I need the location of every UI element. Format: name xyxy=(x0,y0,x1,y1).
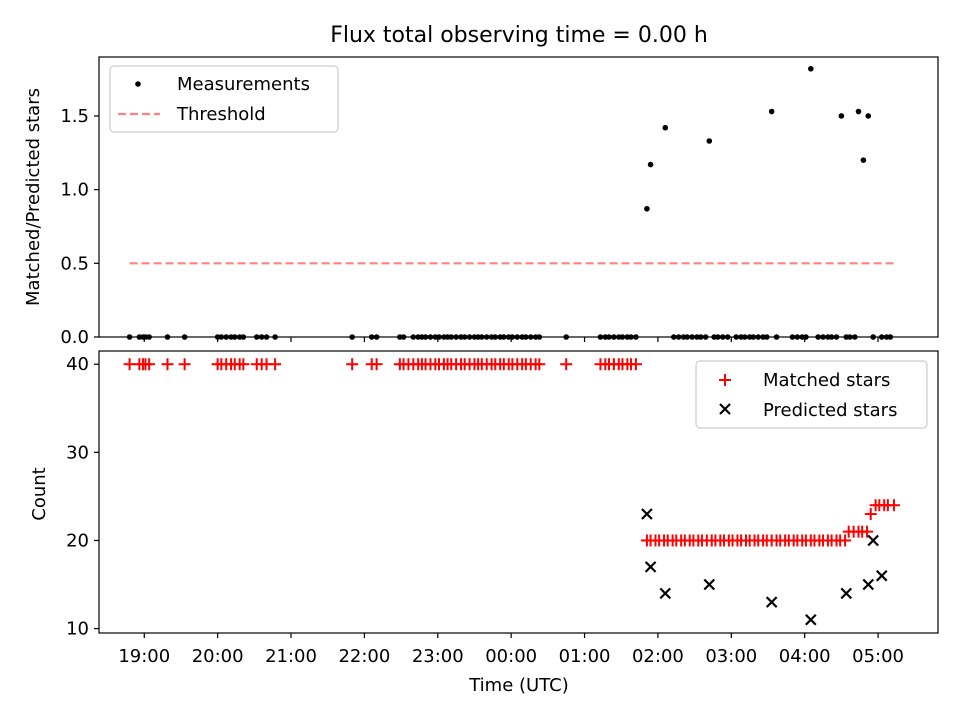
x-tick-label: 20:00 xyxy=(192,646,244,667)
y-tick-label: 0.5 xyxy=(60,253,89,274)
matched-star-point xyxy=(629,358,642,371)
bottom-y-ticks: 10 20 30 40 xyxy=(66,354,99,640)
matched-star-point xyxy=(161,358,174,371)
matched-star-point xyxy=(839,534,852,547)
predicted-star-point xyxy=(875,569,888,582)
top-legend-box xyxy=(109,65,339,133)
measurement-point xyxy=(644,205,650,212)
y-tick-label: 0.0 xyxy=(60,327,89,348)
x-tick-label: 05:00 xyxy=(852,646,904,667)
x-tick-label: 03:00 xyxy=(705,646,757,667)
x-tick-label: 01:00 xyxy=(559,646,611,667)
top-y-ticks: 0.0 0.5 1.0 1.5 xyxy=(60,106,99,348)
matched-star-point xyxy=(861,525,874,538)
legend-predicted-label: Predicted stars xyxy=(763,400,897,421)
matched-star-point xyxy=(560,358,573,371)
predicted-star-point xyxy=(765,596,778,608)
legend-predicted-marker xyxy=(719,403,731,415)
legend-matched-label: Matched stars xyxy=(763,370,890,391)
predicted-star-point xyxy=(840,587,853,600)
y-tick-label: 1.5 xyxy=(60,106,89,127)
y-tick-label: 1.0 xyxy=(60,180,89,201)
measurement-point xyxy=(662,124,669,131)
measurement-point xyxy=(647,161,654,168)
matched-star-point xyxy=(533,358,546,371)
legend-measurements-marker xyxy=(135,81,141,87)
bottom-x-ticks: 19:00 20:00 21:00 22:00 23:00 00:00 01:00 02:00… xyxy=(118,633,904,667)
predicted-star-point xyxy=(641,508,653,520)
x-tick-label: 23:00 xyxy=(412,646,464,667)
measurement-point xyxy=(768,108,775,115)
predicted-star-point xyxy=(659,587,672,600)
bottom-legend-box xyxy=(695,360,928,429)
x-tick-label: 19:00 xyxy=(118,646,170,667)
x-tick-label: 21:00 xyxy=(265,646,317,667)
matched-star-point xyxy=(237,358,250,371)
measurement-point xyxy=(865,113,872,119)
top-panel: 0.0 0.5 1.0 1.5 Matched/Predicted stars Mea… xyxy=(23,56,939,348)
measurement-point xyxy=(855,108,862,115)
bottom-y-axis-label: Count xyxy=(29,467,50,520)
predicted-star-point xyxy=(862,578,875,591)
bottom-plot-marks xyxy=(123,358,900,626)
top-y-axis-label: Matched/Predicted stars xyxy=(23,88,44,306)
x-axis-label: Time (UTC) xyxy=(468,675,569,696)
legend-threshold-label: Threshold xyxy=(176,104,266,125)
matched-star-point xyxy=(143,358,156,371)
bottom-legend: Matched stars Predicted stars xyxy=(695,360,928,429)
measurement-point xyxy=(706,138,713,144)
bottom-plot-frame xyxy=(98,350,939,634)
matched-star-point xyxy=(864,508,877,521)
matched-star-point xyxy=(887,499,900,512)
measurement-point xyxy=(808,65,814,72)
matched-star-point xyxy=(269,358,282,371)
y-tick-label: 10 xyxy=(66,619,89,640)
measurement-point xyxy=(860,157,867,163)
x-tick-label: 02:00 xyxy=(632,646,684,667)
x-tick-label: 00:00 xyxy=(485,646,537,667)
matched-star-point xyxy=(346,358,359,371)
predicted-star-point xyxy=(805,614,817,626)
y-tick-label: 20 xyxy=(66,530,89,551)
bottom-panel: 10 20 30 40 19:00 20:00 21:00 22:00 23:00 00:00 0… xyxy=(29,350,939,696)
chart-title: Flux total observing time = 0.00 h xyxy=(330,23,708,48)
x-tick-label: 22:00 xyxy=(338,646,390,667)
top-plot-frame xyxy=(98,56,939,338)
x-tick-label: 04:00 xyxy=(779,646,831,667)
y-tick-label: 30 xyxy=(66,442,89,463)
predicted-star-point xyxy=(644,561,657,573)
predicted-star-point xyxy=(867,534,879,547)
legend-matched-marker xyxy=(719,374,731,386)
matched-star-point xyxy=(178,358,191,371)
top-legend: Measurements Threshold xyxy=(109,65,339,133)
y-tick-label: 40 xyxy=(66,354,89,375)
predicted-star-point xyxy=(703,578,716,591)
matched-star-point xyxy=(370,358,383,371)
top-x-ticks xyxy=(143,337,879,342)
measurement-point xyxy=(838,113,845,119)
legend-measurements-label: Measurements xyxy=(177,74,310,95)
